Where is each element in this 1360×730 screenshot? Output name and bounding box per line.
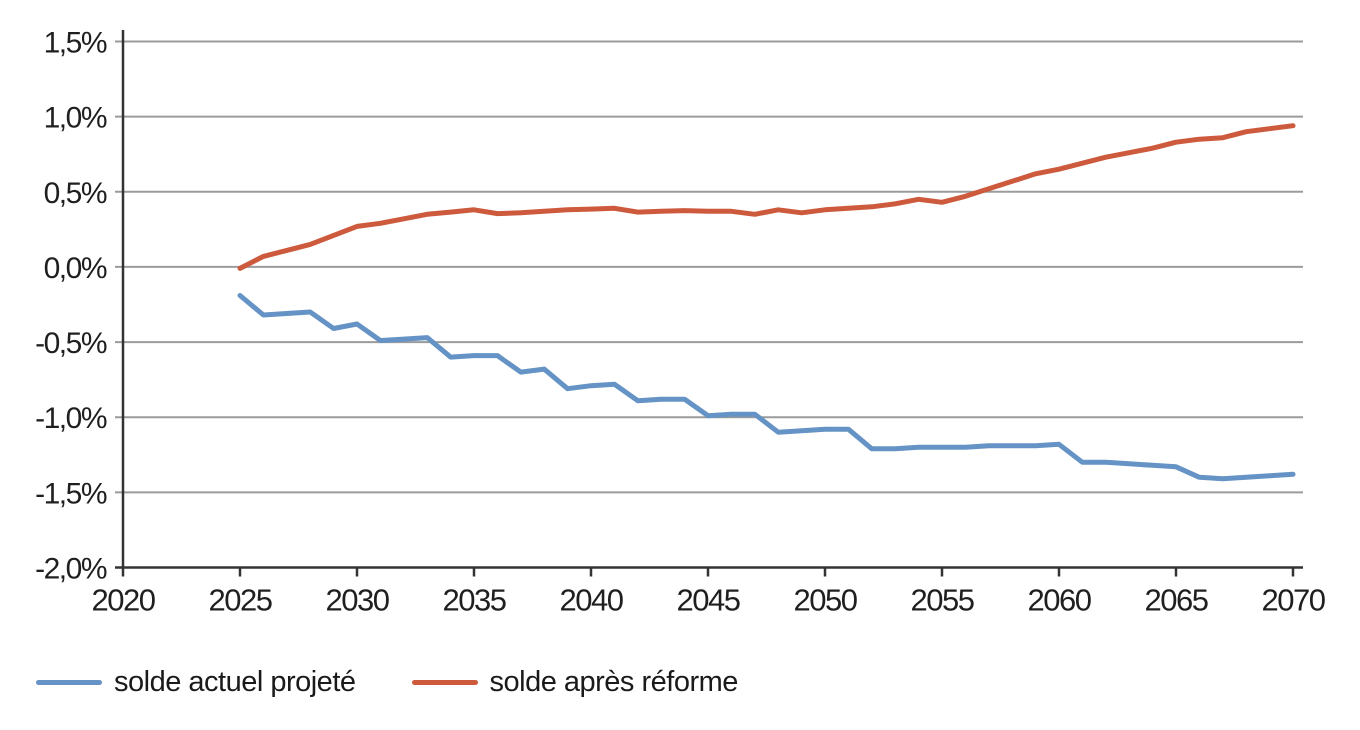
x-tick-label: 2025 <box>209 583 272 618</box>
y-tick-label: -1,5% <box>35 477 107 510</box>
x-tick-label: 2030 <box>326 583 390 618</box>
y-tick-label: 1,5% <box>44 27 107 60</box>
chart-root: 2020 2025 2030 2035 2040 2045 2050 2055 2060 2065… <box>35 27 1327 618</box>
x-tick-label: 2070 <box>1262 583 1326 618</box>
legend-item-solde-apres-reforme: solde après réforme <box>411 665 739 699</box>
x-tick-label: 2050 <box>794 583 858 618</box>
x-tick-label: 2045 <box>677 583 740 618</box>
series-line-solde-apres-reforme <box>237 123 1296 271</box>
chart-legend: solde actuel projeté solde après réforme <box>36 660 738 704</box>
x-tick-label: 2065 <box>1145 583 1208 618</box>
y-tick-label: -1,0% <box>35 402 107 435</box>
legend-swatch-orange-line-icon <box>411 679 478 685</box>
series-line-solde-actuel-projete <box>237 293 1296 482</box>
line-chart: 2020 2025 2030 2035 2040 2045 2050 2055 2060 2065… <box>35 27 1327 618</box>
legend-label-solde-actuel-projete: solde actuel projeté <box>114 665 356 698</box>
x-tick-label: 2055 <box>911 583 974 618</box>
legend-swatch-blue-line-icon <box>36 679 102 685</box>
x-tick-label: 2060 <box>1028 583 1092 618</box>
y-tick-label: -2,0% <box>35 553 107 586</box>
x-tick-label: 2020 <box>92 583 156 618</box>
x-tick-label: 2035 <box>443 583 506 618</box>
y-tick-label: 0,5% <box>44 177 107 210</box>
x-tick-label: 2040 <box>560 583 624 618</box>
legend-label-solde-apres-reforme: solde après réforme <box>489 665 739 698</box>
y-tick-label: 1,0% <box>44 102 107 135</box>
y-tick-label: 0,0% <box>44 252 107 285</box>
legend-item-solde-actuel-projete: solde actuel projeté <box>36 666 356 699</box>
y-tick-label: -0,5% <box>35 327 107 360</box>
